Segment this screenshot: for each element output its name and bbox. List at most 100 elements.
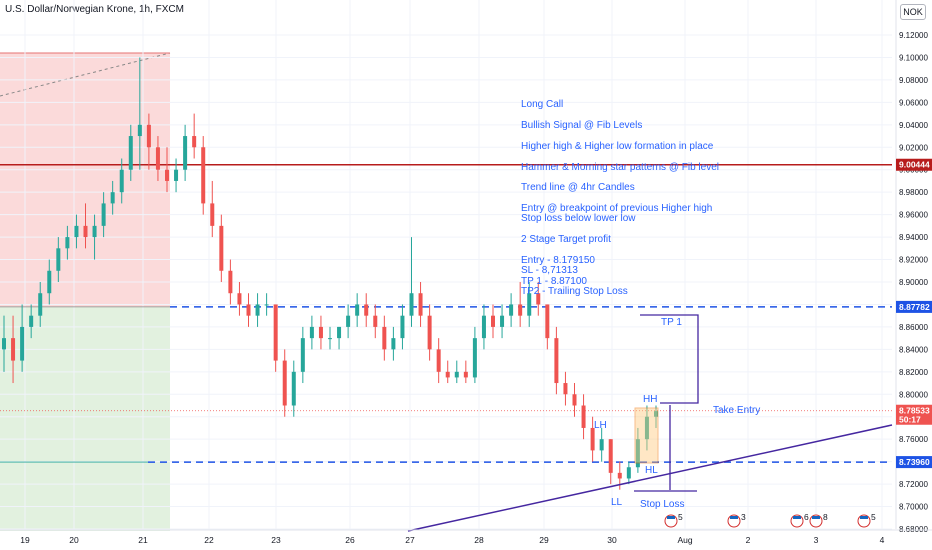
candle-body <box>165 169 169 181</box>
note-entry-breakpoint: Entry @ breakpoint of previous Higher hi… <box>521 203 713 214</box>
y-tick-label: 8.84000 <box>899 345 928 354</box>
price-tag-timer: 50:17 <box>899 415 921 425</box>
note-sl-value: SL - 8,71313 <box>521 265 578 276</box>
risk-zone <box>0 53 170 307</box>
y-tick-label: 8.98000 <box>899 188 928 197</box>
x-tick-label: 22 <box>204 535 214 545</box>
event-flag-stripe <box>667 516 675 519</box>
candle-body <box>328 338 332 340</box>
x-tick-label: 28 <box>474 535 484 545</box>
candle-body <box>545 304 550 339</box>
currency-selector[interactable]: NOK <box>900 4 926 20</box>
candle-body <box>554 338 559 384</box>
y-tick-label: 8.72000 <box>899 480 928 489</box>
candle-body <box>509 304 514 316</box>
note-bullish-signal: Bullish Signal @ Fib Levels <box>521 120 643 131</box>
note-target-profit: 2 Stage Target profit <box>521 234 611 245</box>
candle-body <box>400 315 405 339</box>
y-tick-label: 9.08000 <box>899 76 928 85</box>
x-tick-label: 19 <box>20 535 30 545</box>
x-tick-label: 4 <box>880 535 885 545</box>
economic-event-icon[interactable]: 5 <box>664 512 683 528</box>
candle-body <box>201 147 206 204</box>
y-tick-label: 8.80000 <box>899 390 928 399</box>
candle-body <box>273 304 278 361</box>
candle-body <box>255 304 260 316</box>
candle-body <box>418 293 423 316</box>
candle-body <box>318 326 323 339</box>
candle-body <box>47 270 52 294</box>
candle-body <box>373 315 378 327</box>
y-tick-label: 8.96000 <box>899 211 928 220</box>
event-count-label: 8 <box>823 512 828 522</box>
x-tick-label: 27 <box>405 535 415 545</box>
candle-body <box>481 315 486 339</box>
candle-body <box>337 326 342 339</box>
event-flag-stripe <box>812 516 820 519</box>
candle-body <box>219 225 224 271</box>
candle-body <box>445 371 450 378</box>
label-take-entry: Take Entry <box>713 405 760 416</box>
economic-event-icon[interactable]: 3 <box>727 512 746 528</box>
candle-body <box>101 203 106 226</box>
y-tick-label: 9.10000 <box>899 53 928 62</box>
label-hh: HH <box>643 394 657 405</box>
candle-body <box>210 203 215 226</box>
candle-body <box>65 237 70 249</box>
candle-body <box>608 439 613 473</box>
candle-body <box>119 169 124 193</box>
candle-body <box>155 147 160 170</box>
price-tag-bg <box>896 404 932 425</box>
economic-event-icon[interactable]: 6 <box>790 512 809 528</box>
pattern-highlight-box <box>634 407 659 464</box>
trend-line <box>407 424 893 532</box>
price-tag-bg <box>896 456 932 469</box>
candle-body <box>309 326 314 339</box>
candle-body <box>599 439 604 451</box>
candle-body <box>644 416 649 440</box>
x-tick-label: Aug <box>677 535 692 545</box>
label-ll: LL <box>611 497 623 508</box>
y-tick-label: 9.04000 <box>899 121 928 130</box>
y-tick-label: 9.02000 <box>899 143 928 152</box>
candle-body <box>572 394 577 406</box>
reward-zone <box>0 306 170 531</box>
note-long-call: Long Call <box>521 99 564 110</box>
candle-body <box>110 192 115 204</box>
note-tp1-value: TP 1 - 8.87100 <box>521 276 587 287</box>
candle-body <box>128 136 133 170</box>
note-trend-line: Trend line @ 4hr Candles <box>521 182 635 193</box>
candle-body <box>92 225 97 238</box>
label-hl: HL <box>645 465 658 476</box>
candle-body <box>536 293 541 305</box>
candle-body <box>174 169 179 181</box>
note-tp2-value: TP2 - Trailing Stop Loss <box>521 286 628 297</box>
candle-body <box>83 225 88 238</box>
candle-body <box>527 293 532 316</box>
candle-body <box>29 315 34 327</box>
candle-body <box>654 411 658 417</box>
note-higher-high: Higher high & Higher low formation in pl… <box>521 141 714 152</box>
candle-body <box>518 304 523 316</box>
candle-body <box>391 338 396 350</box>
candle-body <box>282 360 287 406</box>
event-count-label: 5 <box>678 512 683 522</box>
economic-event-icon[interactable]: 8 <box>809 512 828 528</box>
note-entry-value: Entry - 8.179150 <box>521 255 595 266</box>
event-flag-stripe <box>793 516 801 519</box>
event-flag-stripe <box>730 516 738 519</box>
candle-body <box>436 349 441 372</box>
price-tag-bg <box>896 300 932 313</box>
price-tag-label: 8.87782 <box>899 302 930 312</box>
note-stop-loss-desc: Stop loss below lower low <box>521 213 636 224</box>
position-diagonal <box>0 52 171 97</box>
y-tick-label: 8.82000 <box>899 368 928 377</box>
tp1-bracket <box>640 314 699 404</box>
candle-body <box>581 405 586 428</box>
candle-body <box>146 124 151 148</box>
economic-event-icon[interactable]: 5 <box>857 512 876 528</box>
note-hammer: Hammer & Morning star patterns @ Fib lev… <box>521 162 719 173</box>
candle-body <box>56 248 61 271</box>
candle-body <box>74 225 79 238</box>
